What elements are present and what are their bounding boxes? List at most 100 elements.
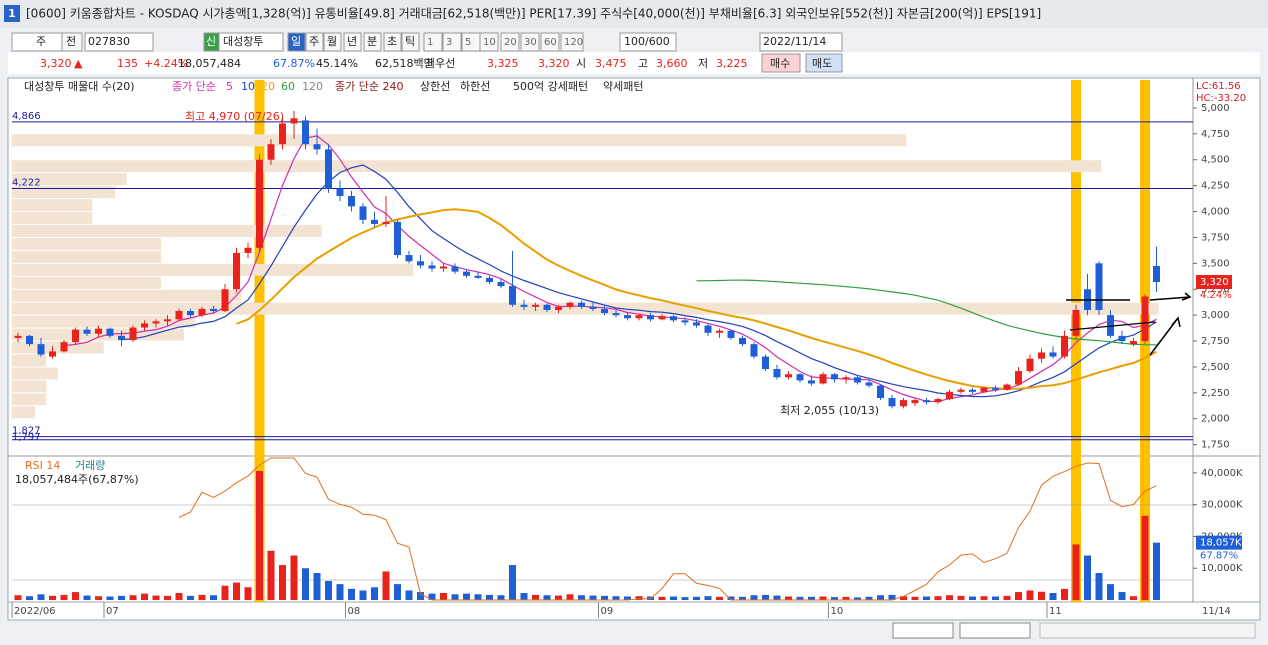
x-tick-label: 10 bbox=[831, 606, 844, 617]
unit-button[interactable] bbox=[560, 32, 584, 52]
interval-button[interactable] bbox=[305, 32, 324, 52]
interval-button[interactable] bbox=[323, 32, 342, 52]
zoom-slider[interactable] bbox=[959, 622, 1031, 639]
volume-bar bbox=[60, 594, 68, 600]
trend-arrow bbox=[1149, 292, 1192, 301]
tool-icons[interactable] bbox=[1039, 622, 1256, 639]
x-tick-label: 09 bbox=[601, 606, 614, 617]
unit[interactable]: 1 bbox=[427, 37, 433, 48]
count[interactable]: 100/600 bbox=[624, 35, 670, 48]
moving-average bbox=[696, 279, 1157, 346]
volume-bar bbox=[325, 580, 332, 600]
sell[interactable]: 매도 bbox=[812, 57, 832, 70]
interval[interactable]: 초 bbox=[387, 35, 397, 48]
plot: 5,000 4,750 4,500 4,250 4,000 3,750 3,500 3,250… bbox=[11, 80, 1246, 618]
candle-body bbox=[106, 328, 114, 336]
unit-button[interactable] bbox=[520, 32, 540, 52]
interval[interactable]: 일 bbox=[291, 34, 301, 48]
candle-body bbox=[417, 261, 424, 266]
level-label: 4,222 bbox=[12, 178, 41, 189]
candle-body bbox=[348, 196, 355, 207]
interval-button[interactable] bbox=[287, 32, 306, 52]
stock-name[interactable] bbox=[218, 32, 284, 52]
candle-body bbox=[773, 369, 781, 378]
volume-bar bbox=[589, 595, 597, 600]
profile-bar bbox=[12, 212, 93, 224]
unit[interactable]: 5 bbox=[465, 37, 471, 48]
buy-button[interactable] bbox=[761, 53, 801, 73]
stock-code[interactable]: 027830 bbox=[88, 35, 130, 48]
candle-body bbox=[1153, 265, 1160, 282]
unit[interactable]: 120 bbox=[564, 37, 583, 48]
unit-button[interactable] bbox=[479, 32, 499, 52]
buy[interactable]: 매수 bbox=[770, 57, 790, 70]
candle-body bbox=[474, 275, 482, 278]
date[interactable]: 2022/11/14 bbox=[763, 35, 826, 48]
interval-button[interactable] bbox=[363, 32, 382, 52]
volume-bar bbox=[233, 582, 240, 600]
prev-button[interactable] bbox=[61, 32, 83, 52]
interval[interactable]: 틱 bbox=[405, 35, 415, 48]
interval[interactable]: 월 bbox=[327, 35, 337, 48]
legend-ma240: 종가 단순 240 bbox=[335, 80, 403, 93]
low-label: 저 bbox=[698, 57, 708, 70]
candle-body bbox=[26, 335, 33, 345]
volume-bar bbox=[1084, 555, 1091, 600]
unit-button[interactable] bbox=[540, 32, 560, 52]
candle-body bbox=[509, 286, 516, 305]
period[interactable]: 주 bbox=[36, 35, 46, 48]
unit-button[interactable] bbox=[442, 32, 462, 52]
unit-button[interactable] bbox=[500, 32, 520, 52]
sell-button[interactable] bbox=[805, 53, 843, 73]
x-tick-label: 08 bbox=[348, 606, 361, 617]
tag[interactable]: 신 bbox=[206, 35, 216, 48]
count-input[interactable] bbox=[619, 32, 677, 52]
volume-bar bbox=[336, 584, 344, 600]
unit[interactable]: 3 bbox=[446, 37, 452, 48]
code-input[interactable] bbox=[84, 32, 154, 52]
candle-body bbox=[210, 308, 217, 311]
candle-body bbox=[854, 377, 861, 383]
volume-bar bbox=[831, 597, 838, 600]
volume-bar bbox=[164, 595, 171, 600]
unit[interactable]: 60 bbox=[544, 37, 557, 48]
candle-body bbox=[152, 321, 160, 324]
interval[interactable]: 분 bbox=[367, 35, 377, 48]
level-label: 1,827 bbox=[12, 426, 41, 437]
volume-bar bbox=[624, 596, 631, 600]
volume-bar bbox=[1095, 572, 1103, 600]
bid: 3,320 bbox=[538, 57, 570, 70]
volume-bar bbox=[727, 596, 735, 600]
x-tick-label: 11 bbox=[1049, 606, 1062, 617]
candle-body bbox=[290, 118, 298, 124]
unit[interactable]: 20 bbox=[504, 37, 517, 48]
volume-bar bbox=[785, 596, 792, 600]
candle-body bbox=[72, 329, 79, 343]
profile-bar bbox=[12, 367, 58, 380]
volume-bar bbox=[1003, 595, 1011, 600]
date-input[interactable] bbox=[759, 32, 843, 52]
volume-bar bbox=[877, 595, 884, 600]
unit-button[interactable] bbox=[423, 32, 443, 52]
interval-button[interactable] bbox=[383, 32, 402, 52]
candle-body bbox=[624, 315, 631, 319]
candle-body bbox=[647, 315, 654, 320]
date-axis bbox=[7, 601, 1261, 621]
profile-bar bbox=[12, 341, 104, 354]
interval[interactable]: 주 bbox=[309, 35, 319, 48]
y-tick-label: 5,000 bbox=[1201, 103, 1230, 114]
ui-text: 1 [0600] 키움종합차트 - KOSDAQ 시가총액[1,328(억)] 유… bbox=[8, 6, 1041, 487]
interval-button[interactable] bbox=[343, 32, 362, 52]
scroll-buttons[interactable] bbox=[892, 622, 954, 639]
high: 3,660 bbox=[656, 57, 688, 70]
volume-bar bbox=[566, 594, 574, 600]
moving-average bbox=[236, 208, 1157, 390]
prev[interactable]: 전 bbox=[66, 35, 76, 48]
unit[interactable]: 10 bbox=[483, 37, 496, 48]
interval[interactable]: 년 bbox=[347, 35, 357, 48]
interval-button[interactable] bbox=[401, 32, 420, 52]
stock-name[interactable]: 대성창투 bbox=[223, 35, 263, 48]
profile-bar bbox=[12, 173, 127, 186]
unit[interactable]: 30 bbox=[524, 37, 537, 48]
max-annotation: 최고 4,970 (07/26) bbox=[185, 110, 284, 123]
